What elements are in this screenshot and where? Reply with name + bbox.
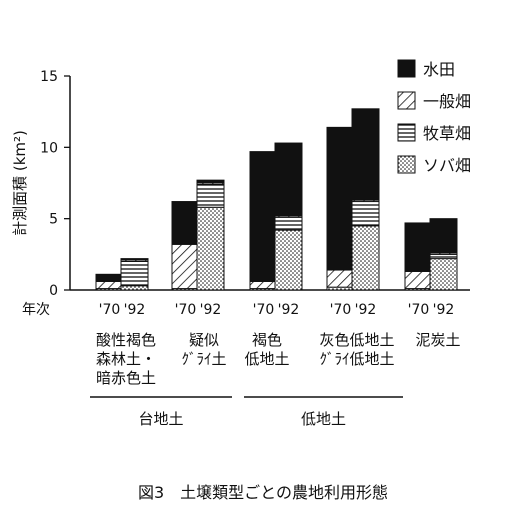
bar-segment: [429, 258, 458, 291]
legend-label: ソバ畑: [423, 156, 471, 175]
legend-label: 牧草畑: [423, 124, 471, 143]
bar-segment: [404, 222, 433, 272]
bar-segment: [274, 229, 303, 291]
group-label: 森林土・: [96, 350, 156, 368]
y-tick-label: 10: [40, 140, 58, 156]
x-tick-label: '92: [355, 302, 377, 318]
x-tick-label: '92: [200, 302, 222, 318]
x-tick-label: '70: [330, 302, 352, 318]
bar-segment: [120, 258, 149, 261]
legend-swatch: [397, 59, 416, 78]
legend-label: 水田: [423, 60, 455, 79]
bar-segment: [274, 142, 303, 217]
legend-swatch: [397, 91, 416, 110]
y-tick-label: 5: [49, 212, 58, 228]
bracket-label: 低地土: [301, 410, 346, 428]
bar-segment: [429, 253, 458, 260]
bar-segment: [120, 285, 149, 291]
bar-segment: [196, 183, 225, 208]
x-tick-label: '92: [278, 302, 300, 318]
bar-segment: [171, 201, 200, 245]
bar-segment: [95, 273, 124, 282]
bar-segment: [95, 280, 124, 290]
x-tick-label: '92: [433, 302, 455, 318]
bar-segment: [351, 108, 380, 201]
x-tick-label: '92: [124, 302, 146, 318]
group-label: 低地土: [244, 350, 289, 368]
x-prefix-label: 年次: [22, 302, 50, 318]
bar-segment: [326, 126, 355, 271]
legend-swatch: [397, 123, 416, 142]
x-tick-label: '70: [175, 302, 197, 318]
bar-segment: [249, 280, 278, 290]
x-tick-label: '70: [408, 302, 430, 318]
bars: [95, 108, 458, 291]
group-label: 灰色低地土: [319, 331, 394, 349]
x-tick-label: '70: [253, 302, 275, 318]
bar-segment: [351, 201, 380, 227]
bar-segment: [429, 218, 458, 254]
brackets: 台地土 低地土: [90, 396, 403, 428]
group-label: ｸﾞﾗｲ低地土: [319, 350, 394, 368]
y-tick-label: 15: [40, 69, 58, 85]
bar-segment: [120, 260, 149, 287]
group-label: 泥炭土: [415, 331, 460, 349]
bar-segment: [249, 151, 278, 282]
bar-segment: [274, 216, 303, 231]
group-label: ｸﾞﾗｲ土: [181, 350, 226, 368]
x-tick-label: '70: [99, 302, 121, 318]
bracket-label: 台地土: [138, 410, 183, 428]
y-axis-label: 計測面積 (km²): [11, 130, 29, 236]
bar-segment: [351, 225, 380, 291]
y-tick-label: 0: [49, 283, 58, 299]
y-ticks: 0 5 10 15: [40, 69, 70, 299]
legend-swatch: [397, 155, 416, 174]
group-label: 褐色: [252, 331, 282, 349]
group-label: 酸性褐色: [96, 331, 156, 349]
bar-segment: [171, 243, 200, 290]
figure-caption: 図3 土壌類型ごとの農地利用形態: [138, 483, 388, 502]
legend-label: 一般畑: [423, 92, 471, 111]
bar-segment: [404, 270, 433, 290]
group-label: 暗赤色土: [96, 369, 156, 387]
group-label: 疑似: [189, 331, 219, 349]
bar-segment: [196, 206, 225, 291]
bar-segment: [196, 179, 225, 184]
x-ticks: '70'92'70'92'70'92'70'92'70'92: [99, 302, 455, 318]
bar-segment: [326, 269, 355, 288]
